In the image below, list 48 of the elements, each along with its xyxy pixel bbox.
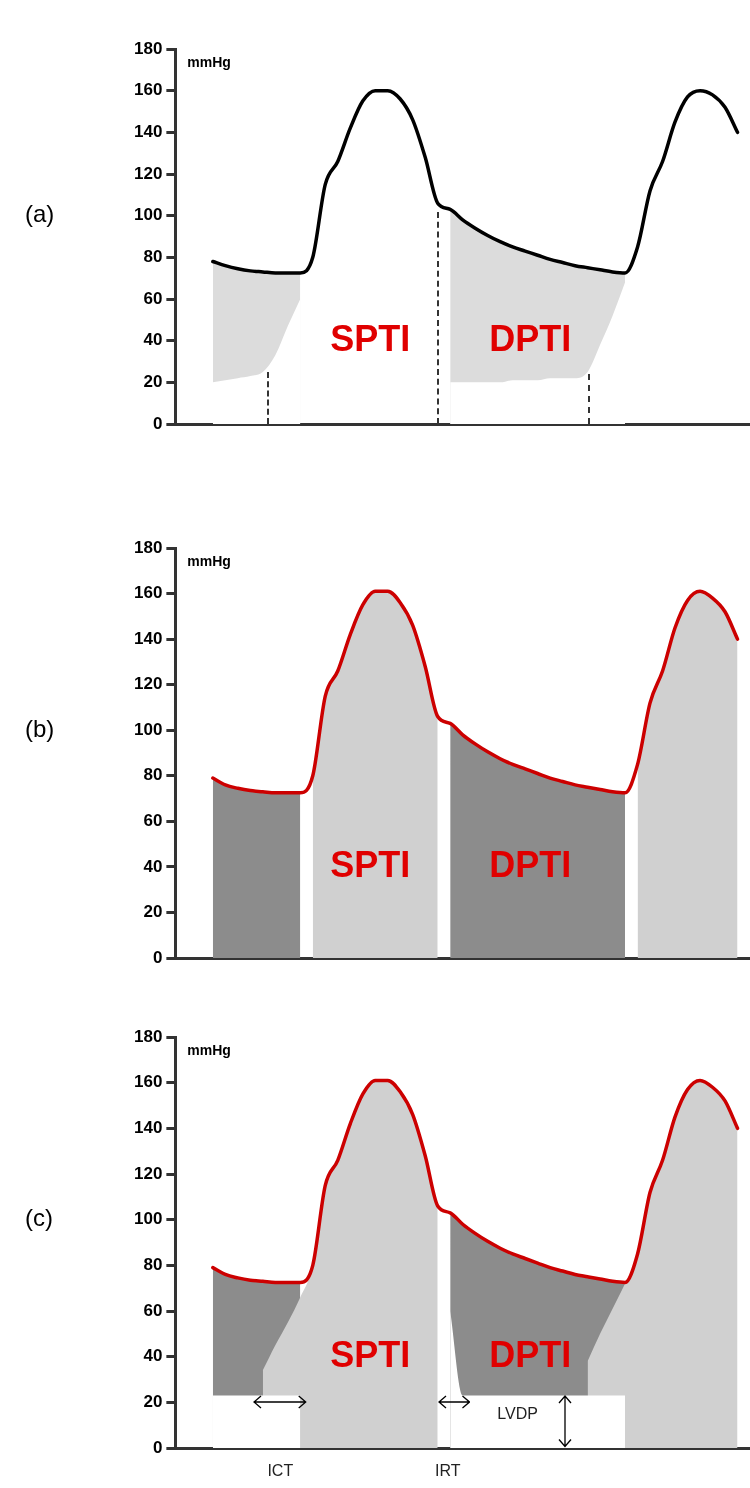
y-tick-label: 140 xyxy=(133,1118,163,1138)
y-tick-label: 100 xyxy=(133,205,163,225)
line-series xyxy=(211,589,740,795)
y-tick-label: 60 xyxy=(143,288,163,308)
y-tick-label: 120 xyxy=(133,1163,163,1183)
annotation: DPTI xyxy=(489,1333,572,1375)
y-axis-title: mmHg xyxy=(187,53,231,70)
y-tick-label: 0 xyxy=(152,947,163,967)
y-tick-label: 20 xyxy=(143,1392,163,1412)
y-tick-label: 40 xyxy=(143,856,163,876)
line-series xyxy=(211,88,740,275)
y-tick-label: 180 xyxy=(133,537,163,557)
y-tick-label: 120 xyxy=(133,163,163,183)
annotation: DPTI xyxy=(489,317,572,359)
text: (b) xyxy=(25,714,55,742)
y-tick-label: 40 xyxy=(143,330,163,350)
y-tick-label: 20 xyxy=(143,902,163,922)
annotation: DPTI xyxy=(489,843,572,885)
annotation: SPTI xyxy=(330,1333,411,1375)
y-tick-label: 20 xyxy=(143,372,163,392)
y-tick-label: 160 xyxy=(133,583,163,603)
y-tick-label: 0 xyxy=(152,1437,163,1457)
annotation: LVDP xyxy=(497,1404,538,1422)
y-tick-label: 100 xyxy=(133,719,163,739)
y-tick-label: 140 xyxy=(133,122,163,142)
text: (a) xyxy=(25,200,55,228)
y-tick-label: 160 xyxy=(133,80,163,100)
y-tick-label: 180 xyxy=(133,1026,163,1046)
line-series xyxy=(211,1078,740,1285)
annotation: SPTI xyxy=(330,317,411,359)
y-tick-label: 160 xyxy=(133,1072,163,1092)
text: IRT xyxy=(434,1462,461,1480)
y-tick-label: 80 xyxy=(143,247,163,267)
y-tick-label: 80 xyxy=(143,1255,163,1275)
y-axis-title: mmHg xyxy=(187,1041,231,1058)
y-tick-label: 120 xyxy=(133,674,163,694)
y-axis-title: mmHg xyxy=(187,552,231,569)
y-tick-label: 60 xyxy=(143,811,163,831)
y-tick-label: 40 xyxy=(143,1346,163,1366)
y-tick-label: 0 xyxy=(152,413,163,433)
annotation: SPTI xyxy=(330,843,411,885)
y-tick-label: 180 xyxy=(133,38,163,58)
y-tick-label: 80 xyxy=(143,765,163,785)
y-tick-label: 100 xyxy=(133,1209,163,1229)
y-tick-label: 140 xyxy=(133,628,163,648)
text: (c) xyxy=(25,1204,53,1232)
y-tick-label: 60 xyxy=(143,1300,163,1320)
text: ICT xyxy=(267,1462,294,1480)
